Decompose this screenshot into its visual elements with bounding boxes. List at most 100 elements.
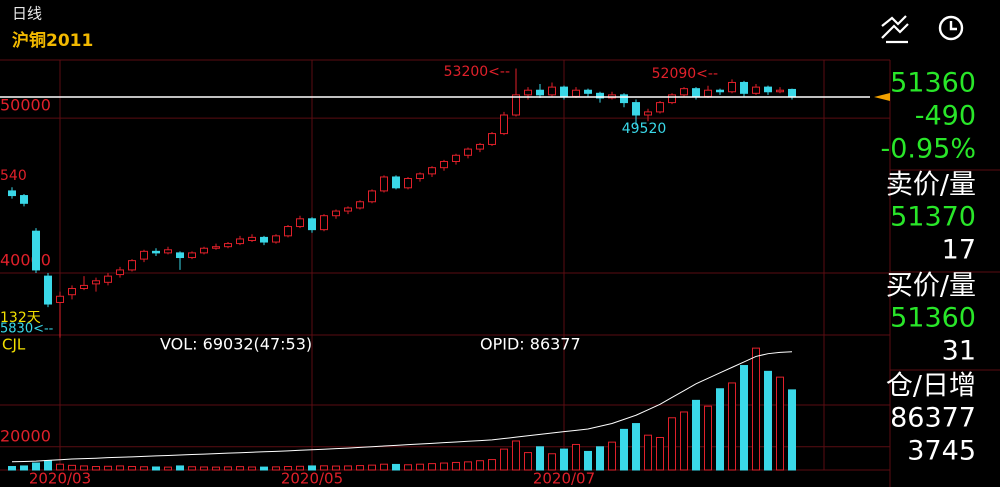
x-tick-label: 2020/05 bbox=[281, 470, 343, 487]
volume-bar bbox=[476, 460, 484, 471]
period[interactable]: 日线 bbox=[12, 5, 42, 23]
candle-body bbox=[152, 250, 160, 254]
candle-body bbox=[620, 94, 628, 104]
candle-body bbox=[116, 269, 124, 276]
volume-bar bbox=[584, 450, 592, 471]
volume-bar bbox=[740, 365, 748, 471]
volume-bar bbox=[428, 463, 436, 471]
volume-bar bbox=[200, 466, 208, 471]
oi-panel-label: 仓/日增 bbox=[886, 371, 976, 402]
candle-body bbox=[344, 207, 352, 212]
volume-bar bbox=[164, 466, 172, 471]
ask-volume: 17 bbox=[942, 235, 976, 266]
volume-bar bbox=[668, 417, 676, 471]
candle-body bbox=[668, 94, 676, 104]
volume-bar bbox=[512, 440, 520, 471]
candle-body bbox=[200, 247, 208, 254]
volume-bar bbox=[188, 466, 196, 471]
candle-body bbox=[500, 114, 508, 135]
candle-body bbox=[464, 148, 472, 156]
candle-body bbox=[524, 89, 532, 96]
candle-body bbox=[56, 295, 64, 303]
volume-title: CJL bbox=[2, 336, 26, 354]
candle-body bbox=[536, 89, 544, 96]
bid-volume: 31 bbox=[942, 336, 976, 367]
candle-body bbox=[140, 250, 148, 260]
volume-bar bbox=[656, 437, 664, 471]
open-interest: 86377 bbox=[890, 403, 976, 434]
days-annotation: 132天 bbox=[0, 310, 41, 326]
candle-body bbox=[8, 190, 16, 197]
candle-body bbox=[476, 143, 484, 150]
candle-body bbox=[740, 81, 748, 94]
volume-bar bbox=[56, 463, 64, 471]
candle-body bbox=[368, 190, 376, 203]
candle-body bbox=[176, 252, 184, 259]
y-tick-label: 40000 bbox=[0, 251, 51, 270]
volume-bar bbox=[308, 465, 316, 471]
candle-body bbox=[92, 280, 100, 285]
volume-bar bbox=[104, 465, 112, 471]
volume-bar bbox=[332, 465, 340, 471]
volume-bar bbox=[644, 434, 652, 471]
candle-body bbox=[416, 173, 424, 180]
volume-bar bbox=[116, 465, 124, 471]
candle-body bbox=[644, 111, 652, 116]
volume-bar bbox=[272, 466, 280, 471]
candle-body bbox=[692, 88, 700, 97]
volume-bar bbox=[44, 460, 52, 471]
clock-icon[interactable] bbox=[938, 15, 964, 41]
low-annotation: 49520 bbox=[622, 121, 667, 137]
candle-body bbox=[752, 86, 760, 94]
volume-bar bbox=[524, 452, 532, 471]
oi-label: OPID: 86377 bbox=[480, 335, 581, 354]
y-tick-label: 50000 bbox=[0, 96, 51, 115]
volume-bar bbox=[596, 446, 604, 471]
candle-body bbox=[356, 201, 364, 209]
volume-bar bbox=[356, 465, 364, 471]
indicator-icon[interactable] bbox=[881, 15, 909, 44]
candle-body bbox=[332, 210, 340, 217]
symbol[interactable]: 沪铜2011 bbox=[12, 30, 93, 51]
change-percent: -0.95% bbox=[880, 134, 976, 165]
volume-bar bbox=[344, 465, 352, 471]
volume-bar bbox=[752, 347, 760, 471]
volume-bar bbox=[20, 465, 28, 471]
candle-body bbox=[392, 176, 400, 189]
volume-bar bbox=[680, 411, 688, 471]
candle-body bbox=[632, 102, 640, 116]
start-annotation: 540 bbox=[0, 168, 27, 184]
last-price: 51360 bbox=[890, 68, 976, 99]
candle-body bbox=[788, 88, 796, 98]
last-price-marker bbox=[874, 93, 890, 102]
candle-body bbox=[728, 81, 736, 93]
candle-body bbox=[776, 89, 784, 93]
volume-bar bbox=[296, 465, 304, 471]
candle-body bbox=[572, 89, 580, 97]
candle-body bbox=[260, 236, 268, 243]
candle-body bbox=[596, 92, 604, 99]
volume-bar bbox=[536, 446, 544, 471]
volume-bar bbox=[152, 466, 160, 471]
volume-bar bbox=[608, 441, 616, 471]
oi-change: 3745 bbox=[907, 436, 976, 467]
candle-body bbox=[764, 86, 772, 93]
candle-body bbox=[20, 195, 28, 204]
high-annotation: 53200<-- bbox=[444, 64, 510, 80]
volume-bar bbox=[452, 461, 460, 471]
volume-bar bbox=[728, 382, 736, 471]
volume-bar bbox=[32, 462, 40, 471]
candle-body bbox=[284, 226, 292, 237]
y-tick-label: 20000 bbox=[0, 426, 51, 445]
volume-bar bbox=[128, 466, 136, 471]
candle-body bbox=[272, 235, 280, 243]
candle-body bbox=[224, 243, 232, 248]
volume-bar bbox=[464, 461, 472, 471]
volume-bar bbox=[488, 459, 496, 471]
volume-bar bbox=[440, 462, 448, 471]
volume-bar bbox=[788, 389, 796, 471]
volume-bar bbox=[212, 466, 220, 471]
volume-bar bbox=[80, 465, 88, 471]
volume-bar bbox=[284, 466, 292, 471]
